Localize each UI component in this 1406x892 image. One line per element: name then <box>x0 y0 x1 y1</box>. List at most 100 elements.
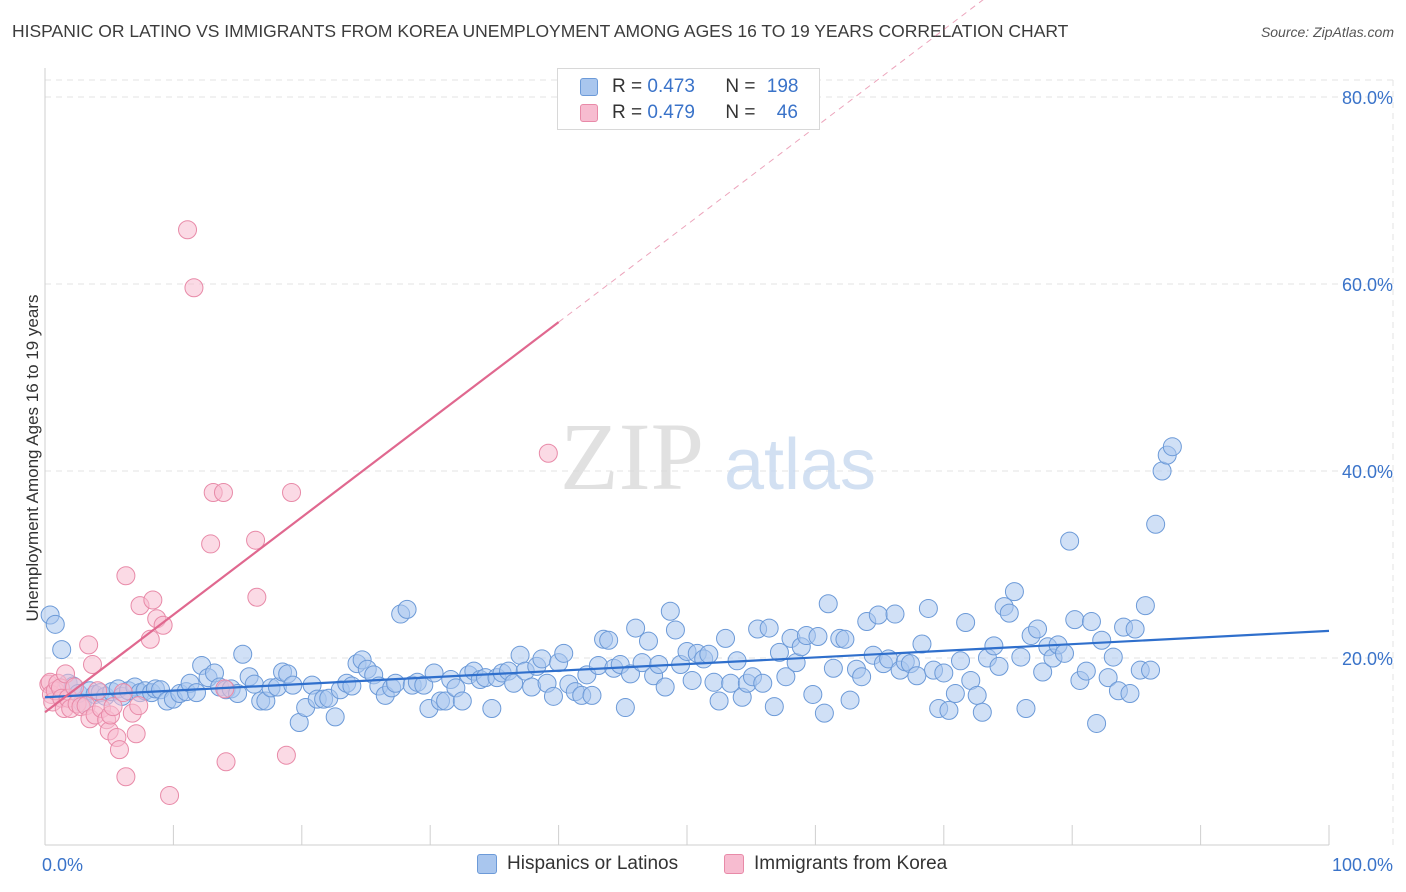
data-point-hispanics <box>759 618 779 638</box>
data-point-hispanics <box>934 663 954 683</box>
data-point-korea <box>116 566 136 586</box>
data-point-hispanics <box>835 629 855 649</box>
data-point-korea <box>201 534 221 554</box>
source-credit: Source: ZipAtlas.com <box>1260 24 1394 40</box>
series-hispanics-points <box>40 437 1182 733</box>
data-point-hispanics <box>45 614 65 634</box>
data-point-hispanics <box>885 604 905 624</box>
data-point-korea <box>246 530 266 550</box>
data-point-hispanics <box>626 618 646 638</box>
data-point-korea <box>213 483 233 503</box>
data-point-hispanics <box>753 673 773 693</box>
y-tick-label: 80.0% <box>1342 88 1393 108</box>
data-point-korea <box>538 443 558 463</box>
bottom-legend-swatch-pink <box>724 854 744 874</box>
data-point-korea <box>103 697 123 717</box>
legend-n-value: 198 <box>766 76 799 97</box>
data-point-hispanics <box>716 628 736 648</box>
data-point-hispanics <box>1033 662 1053 682</box>
data-point-hispanics <box>1076 661 1096 681</box>
data-point-hispanics <box>972 702 992 722</box>
legend-n-label: N = <box>725 102 761 123</box>
bottom-legend-label: Hispanics or Latinos <box>507 853 679 874</box>
y-tick-label: 60.0% <box>1342 275 1393 295</box>
data-point-hispanics <box>840 690 860 710</box>
data-point-korea <box>276 745 296 765</box>
trend-line-korea-extension <box>558 0 984 323</box>
data-point-korea <box>282 483 302 503</box>
data-point-hispanics <box>984 636 1004 656</box>
data-point-korea <box>184 278 204 298</box>
data-point-korea <box>79 635 99 655</box>
data-point-korea <box>126 724 146 744</box>
data-point-hispanics <box>776 667 796 687</box>
data-point-hispanics <box>1152 461 1172 481</box>
data-point-hispanics <box>582 685 602 705</box>
legend-r-value: 0.479 <box>647 102 695 123</box>
data-point-hispanics <box>912 634 932 654</box>
data-point-hispanics <box>414 675 434 695</box>
data-point-hispanics <box>1162 437 1182 457</box>
data-point-hispanics <box>709 691 729 711</box>
bottom-legend-swatch-blue <box>477 854 497 874</box>
data-point-hispanics <box>397 599 417 619</box>
data-point-hispanics <box>588 655 608 675</box>
data-point-korea <box>216 752 236 772</box>
y-tick-label: 40.0% <box>1342 462 1393 482</box>
data-point-hispanics <box>342 676 362 696</box>
data-point-hispanics <box>999 603 1019 623</box>
data-point-hispanics <box>532 649 552 669</box>
data-point-hispanics <box>814 703 834 723</box>
data-point-hispanics <box>868 605 888 625</box>
legend-n-value: 46 <box>776 102 798 123</box>
data-point-hispanics <box>918 598 938 618</box>
data-point-hispanics <box>1141 660 1161 680</box>
trend-lines <box>44 0 1330 714</box>
x-tick-label: 0.0% <box>42 855 83 875</box>
data-point-korea <box>116 767 136 787</box>
data-point-hispanics <box>1103 647 1123 667</box>
data-point-hispanics <box>769 642 789 662</box>
legend-n-label: N = <box>725 76 761 97</box>
data-point-hispanics <box>1011 647 1031 667</box>
legend-row-hispanics: R = 0.473 N = 198 <box>580 75 798 99</box>
data-point-hispanics <box>621 664 641 684</box>
data-point-hispanics <box>950 651 970 671</box>
data-point-hispanics <box>1092 630 1112 650</box>
data-point-korea <box>247 587 267 607</box>
data-point-korea <box>109 740 129 760</box>
watermark-zip: ZIP <box>560 403 704 510</box>
data-point-hispanics <box>1004 582 1024 602</box>
chart-title: HISPANIC OR LATINO VS IMMIGRANTS FROM KO… <box>12 21 1069 41</box>
data-point-hispanics <box>665 620 685 640</box>
data-point-korea <box>88 681 108 701</box>
tick-labels: 20.0% 40.0% 60.0% 80.0% 0.0% 100.0% <box>42 88 1393 875</box>
data-point-hispanics <box>244 674 264 694</box>
legend-swatch-pink <box>580 104 598 122</box>
data-point-hispanics <box>1087 713 1107 733</box>
data-point-hispanics <box>424 663 444 683</box>
data-point-hispanics <box>1146 514 1166 534</box>
data-point-hispanics <box>1120 684 1140 704</box>
data-point-hispanics <box>1125 619 1145 639</box>
data-point-hispanics <box>554 643 574 663</box>
data-point-hispanics <box>808 626 828 646</box>
data-point-korea <box>56 664 76 684</box>
bottom-legend-hispanics: Hispanics or Latinos <box>477 851 678 877</box>
data-point-hispanics <box>1065 610 1085 630</box>
watermark-atlas: atlas <box>724 425 876 505</box>
data-point-hispanics <box>543 686 563 706</box>
series-korea-points <box>39 220 558 805</box>
bottom-legend-label: Immigrants from Korea <box>754 853 948 874</box>
bottom-legend-korea: Immigrants from Korea <box>724 851 947 877</box>
legend-swatch-blue <box>580 78 598 96</box>
data-point-hispanics <box>452 691 472 711</box>
data-point-hispanics <box>786 653 806 673</box>
data-point-hispanics <box>939 700 959 720</box>
data-point-korea <box>143 590 163 610</box>
data-point-hispanics <box>510 645 530 665</box>
data-point-hispanics <box>660 601 680 621</box>
grid-lines <box>45 79 1394 845</box>
data-point-hispanics <box>989 656 1009 676</box>
